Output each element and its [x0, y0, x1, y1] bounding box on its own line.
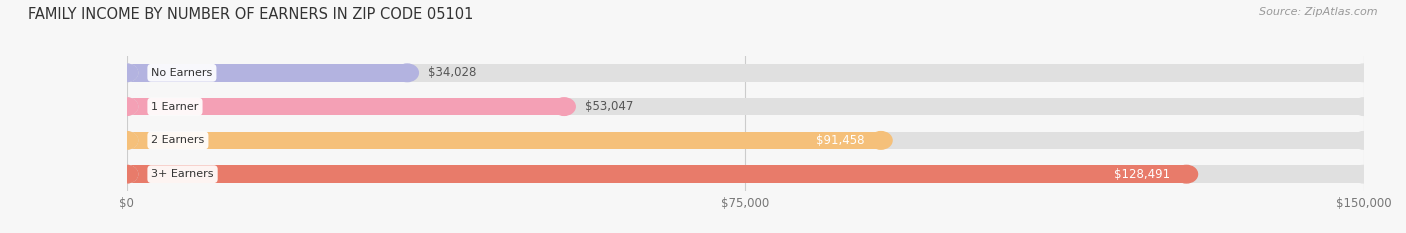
- Ellipse shape: [115, 98, 138, 115]
- Text: FAMILY INCOME BY NUMBER OF EARNERS IN ZIP CODE 05101: FAMILY INCOME BY NUMBER OF EARNERS IN ZI…: [28, 7, 474, 22]
- Bar: [127, 132, 882, 149]
- Ellipse shape: [115, 165, 138, 183]
- Text: 3+ Earners: 3+ Earners: [152, 169, 214, 179]
- Bar: [127, 64, 1364, 82]
- Bar: [127, 165, 1364, 183]
- Bar: [127, 165, 1187, 183]
- Ellipse shape: [553, 98, 575, 115]
- Text: 2 Earners: 2 Earners: [152, 135, 204, 145]
- Ellipse shape: [115, 64, 138, 82]
- Ellipse shape: [1353, 132, 1375, 149]
- Ellipse shape: [396, 64, 419, 82]
- Text: $34,028: $34,028: [427, 66, 477, 79]
- Ellipse shape: [1175, 165, 1198, 183]
- Bar: [127, 132, 1364, 149]
- Ellipse shape: [1353, 98, 1375, 115]
- Text: $128,491: $128,491: [1114, 168, 1170, 181]
- Text: Source: ZipAtlas.com: Source: ZipAtlas.com: [1260, 7, 1378, 17]
- Ellipse shape: [1353, 165, 1375, 183]
- Ellipse shape: [115, 165, 138, 183]
- Ellipse shape: [115, 132, 138, 149]
- Ellipse shape: [115, 64, 138, 82]
- Bar: [127, 98, 564, 115]
- Bar: [127, 98, 1364, 115]
- Bar: [127, 64, 408, 82]
- Ellipse shape: [115, 98, 138, 115]
- Text: $53,047: $53,047: [585, 100, 633, 113]
- Text: 1 Earner: 1 Earner: [152, 102, 198, 112]
- Ellipse shape: [115, 132, 138, 149]
- Ellipse shape: [870, 132, 891, 149]
- Text: $91,458: $91,458: [815, 134, 865, 147]
- Ellipse shape: [1353, 64, 1375, 82]
- Text: No Earners: No Earners: [152, 68, 212, 78]
